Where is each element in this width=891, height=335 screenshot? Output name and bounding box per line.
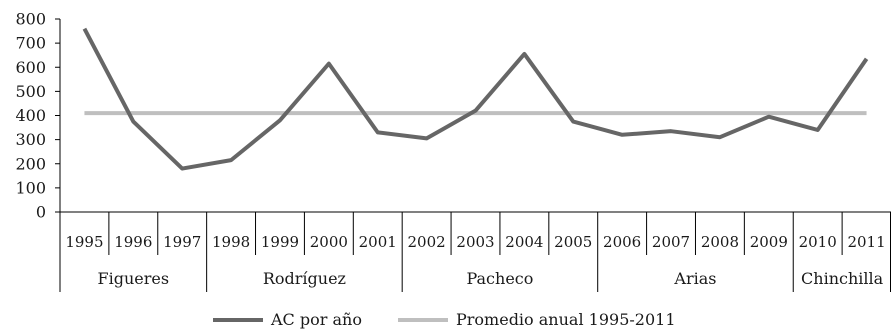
- x-tick-label: 2006: [603, 233, 641, 251]
- legend-label: Promedio anual 1995-2011: [456, 310, 676, 329]
- legend-label: AC por año: [270, 310, 362, 329]
- x-tick-label: 2002: [408, 233, 446, 251]
- y-tick-label: 700: [15, 34, 46, 53]
- x-tick-label: 1999: [261, 233, 299, 251]
- y-tick-label: 500: [15, 82, 46, 101]
- y-tick-label: 200: [15, 154, 46, 173]
- x-tick-label: 2001: [359, 233, 397, 251]
- x-tick-label: 2004: [505, 233, 543, 251]
- x-tick-label: 2010: [799, 233, 837, 251]
- x-tick-label: 2007: [652, 233, 690, 251]
- x-tick-label: 2011: [847, 233, 885, 251]
- x-tick-label: 2009: [750, 233, 788, 251]
- x-group-label: Figueres: [98, 269, 170, 288]
- x-tick-label: 2005: [554, 233, 592, 251]
- x-tick-label: 1998: [212, 233, 250, 251]
- x-axis: 1995 1996 1997 1998 1999 2000 2001 2002 2003 2004…: [59, 211, 891, 292]
- y-tick-label: 600: [15, 58, 46, 77]
- x-group-label: Arias: [673, 269, 716, 288]
- x-tick-label: 1997: [163, 233, 201, 251]
- x-tick-label: 2003: [456, 233, 494, 251]
- y-tick-label: 400: [15, 106, 46, 125]
- x-group-label: Rodríguez: [263, 269, 346, 288]
- x-tick-label: 2000: [310, 233, 348, 251]
- y-axis: 0 100 200 300 400 500 600 700 800: [15, 10, 61, 222]
- x-tick-label: 1996: [114, 233, 152, 251]
- x-tick-label: 1995: [65, 233, 103, 251]
- x-tick-label: 2008: [701, 233, 739, 251]
- y-tick-label: 300: [15, 130, 46, 149]
- x-group-label: Chinchilla: [801, 269, 884, 288]
- series-layer: [82, 27, 869, 171]
- y-tick-label: 100: [15, 178, 46, 197]
- series-line: [82, 27, 869, 171]
- legend: AC por año Promedio anual 1995-2011: [213, 310, 676, 329]
- x-group-label: Pacheco: [466, 269, 533, 288]
- y-tick-label: 0: [36, 203, 46, 222]
- y-tick-label: 800: [15, 10, 46, 29]
